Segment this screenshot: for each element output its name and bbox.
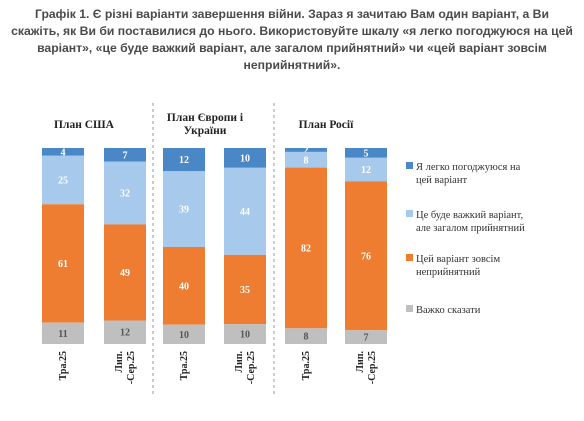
legend-label-3-line-2: неприйнятний [416, 267, 481, 278]
bar-value-label-g2-b1-s3: 40 [179, 281, 189, 292]
bar-segment-g2-b2-s3 [224, 254, 266, 325]
bar-value-label-g1-b2-s1: 7 [123, 150, 128, 161]
bar-segment-g1-b2-s3 [104, 224, 146, 321]
bar-value-label-g2-b1-s2: 39 [179, 205, 189, 216]
bar-segment-g1-b1-s3 [42, 204, 84, 323]
title-line-2: скажіть, як Ви би поставилися до нього. … [11, 24, 573, 38]
bar-value-label-g2-b2-s2: 44 [240, 207, 250, 218]
bar-segment-g3-b2-s2 [345, 157, 387, 182]
legend-label-3-line-1: Цей варіант зовсім [416, 254, 500, 265]
bar-segment-g1-b2-s1 [104, 148, 146, 162]
group-title-3: План Росії [299, 119, 354, 131]
x-tick-label-g3-b2-line-2: -Сер.25 [367, 351, 378, 384]
group-title-2-line-2: України [184, 125, 227, 137]
bar-segment-g2-b1-s2 [163, 171, 205, 247]
legend-marker-1 [406, 162, 413, 169]
bar-value-label-g3-b2-s4: 7 [364, 333, 369, 344]
legend-label-1-line-2: цей варіант [416, 175, 467, 186]
group-title-1: План США [54, 119, 115, 131]
legend-label-2-line-1: Це буде важкий варіант, [416, 210, 523, 221]
bar-value-label-g2-b1-s1: 12 [179, 155, 189, 166]
x-tick-label-g1-b1: Тра.25 [58, 351, 69, 380]
bar-segment-g1-b1-s1 [42, 148, 84, 156]
x-tick-label-g3-b1: Тра.25 [301, 351, 312, 380]
bar-segment-g3-b2-s4 [345, 330, 387, 344]
bar-segment-g2-b2-s2 [224, 167, 266, 255]
chart-title: Графік 1. Є різні варіанти завершення ві… [4, 6, 580, 74]
bar-segment-g1-b2-s4 [104, 320, 146, 344]
x-tick-label-g1-b2-line-1: Лип. [114, 351, 125, 373]
bar-segment-g1-b1-s4 [42, 322, 84, 344]
group-title-2-line-1: План Європи і [167, 112, 244, 124]
bar-value-label-g1-b2-s2: 32 [120, 189, 130, 200]
bar-value-label-g2-b2-s1: 10 [240, 153, 250, 164]
bar-segment-g3-b1-s1 [285, 148, 327, 152]
bar-value-label-g1-b1-s1: 4 [61, 147, 66, 158]
legend-marker-4 [406, 305, 413, 312]
bar-value-label-g2-b2-s3: 35 [240, 285, 250, 296]
bar-segment-g3-b1-s4 [285, 328, 327, 344]
x-tick-label-g2-b2-line-2: -Сер.25 [246, 351, 257, 384]
legend-marker-3 [406, 254, 413, 261]
legend-label-1-line-1: Я легко погоджуюся на [416, 162, 521, 173]
x-tick-label-g1-b2-line-2: -Сер.25 [126, 351, 137, 384]
bar-value-label-g3-b1-s3: 82 [301, 243, 311, 254]
title-line-3: варіант», «це буде важкий варіант, але з… [37, 41, 547, 55]
bar-value-label-g1-b2-s4: 12 [120, 328, 130, 339]
bar-value-label-g1-b2-s3: 49 [120, 268, 130, 279]
bar-segment-g1-b2-s2 [104, 161, 146, 225]
legend-label-2-line-2: але загалом прийнятний [416, 223, 525, 234]
bar-value-label-g2-b2-s4: 10 [240, 330, 250, 341]
legend-marker-2 [406, 210, 413, 217]
x-tick-label-g3-b2-line-1: Лип. [355, 351, 366, 373]
bar-segment-g3-b1-s2 [285, 151, 327, 168]
bar-segment-g3-b2-s1 [345, 148, 387, 158]
bar-segment-g3-b1-s3 [285, 167, 327, 329]
bar-value-label-g2-b1-s4: 10 [179, 330, 189, 341]
bar-segment-g1-b1-s2 [42, 155, 84, 205]
bar-value-label-g1-b1-s4: 11 [58, 329, 67, 340]
bar-value-label-g3-b1-s2: 8 [304, 155, 309, 166]
x-tick-label-g2-b1: Тра.25 [179, 351, 190, 380]
x-tick-label-g2-b2-line-1: Лип. [234, 351, 245, 373]
bar-segment-g2-b1-s4 [163, 324, 205, 344]
bar-segment-g2-b1-s3 [163, 246, 205, 325]
bar-value-label-g3-b2-s1: 5 [364, 148, 369, 159]
bar-segment-g3-b2-s3 [345, 181, 387, 331]
bar-value-label-g3-b2-s3: 76 [361, 251, 371, 262]
bar-value-label-g1-b1-s3: 61 [58, 259, 68, 270]
bar-segment-g2-b2-s4 [224, 324, 266, 344]
bar-value-label-g3-b1-s1: 2 [304, 145, 309, 156]
title-line-1: Графік 1. Є різні варіанти завершення ві… [35, 7, 549, 21]
bar-value-label-g3-b2-s2: 12 [361, 165, 371, 176]
bar-value-label-g3-b1-s4: 8 [304, 332, 309, 343]
legend-label-4: Важко сказати [416, 305, 481, 316]
bar-value-label-g1-b1-s2: 25 [58, 176, 68, 187]
bar-segment-g2-b1-s1 [163, 148, 205, 172]
bar-segment-g2-b2-s1 [224, 148, 266, 168]
title-line-4: неприйнятний». [243, 58, 341, 72]
